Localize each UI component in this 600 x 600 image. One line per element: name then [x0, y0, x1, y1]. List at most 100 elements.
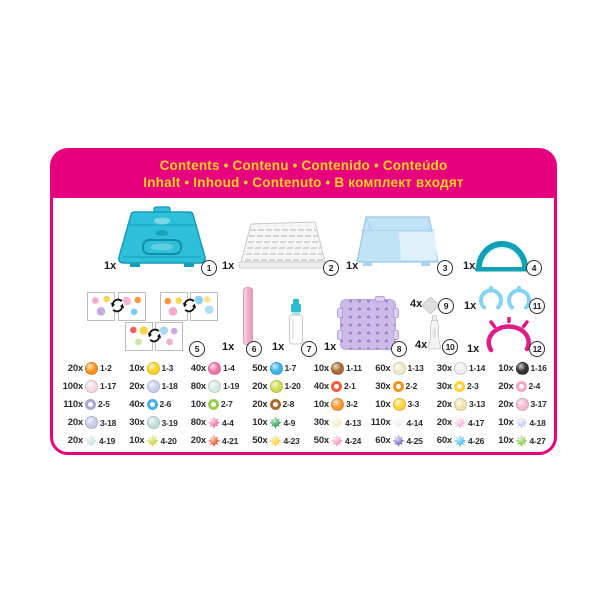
bead-entry: 10x 1-3 [120, 361, 182, 375]
bead-star-icon [515, 434, 528, 447]
bead-count: 10x [252, 417, 268, 429]
flip-arrows-icon [182, 298, 197, 313]
bead-count: 10x [129, 435, 145, 447]
bead-tray-graphic [238, 221, 328, 269]
bead-count: 30x [436, 380, 452, 392]
bead-entry: 30x 3-19 [120, 416, 182, 430]
bead-code: 1-20 [284, 381, 301, 392]
bead-entry: 10x 1-16 [489, 361, 551, 375]
bead-code: 4-24 [345, 435, 362, 446]
bead-count: 20x [436, 398, 452, 410]
carry-case-base-graphic [118, 206, 206, 267]
bead-entry: 10x 1-11 [304, 361, 366, 375]
bead-entry: 50x 1-7 [243, 361, 305, 375]
bead-count: 60x [436, 435, 452, 447]
item-1-number: 1 [201, 260, 217, 276]
bead-count: 10x [375, 398, 391, 410]
bead-star-icon [269, 434, 282, 447]
bead-round-icon [269, 379, 283, 393]
bead-count: 40x [313, 380, 329, 392]
bead-count: 30x [436, 362, 452, 374]
bead-code: 3-3 [407, 399, 420, 410]
bead-entry: 20x 1-20 [243, 379, 305, 393]
item-7-qty: 1x [272, 341, 285, 353]
bead-count: 40x [129, 398, 145, 410]
bead-count: 20x [67, 417, 83, 429]
bead-entry: 110x 4-14 [366, 416, 428, 429]
bead-count: 40x [190, 362, 206, 374]
bead-jewel-icon [85, 398, 96, 410]
bead-code: 1-3 [161, 363, 174, 374]
bead-count: 20x [190, 435, 206, 447]
bead-round-icon [454, 361, 467, 375]
stand-clip-graphic [428, 315, 441, 350]
header-line-2: Inhalt • Inhoud • Contenuto • В комплект… [143, 174, 464, 190]
arch-stand-graphic [475, 241, 529, 272]
template-sheet-3 [160, 292, 188, 321]
case-lid-graphic [356, 216, 439, 266]
pegboard-tab [337, 330, 343, 340]
item-4-number: 4 [526, 260, 542, 276]
bead-count: 80x [190, 417, 206, 429]
pegboard-tab [393, 308, 399, 318]
bead-count: 10x [498, 435, 514, 447]
bead-code: 4-26 [468, 435, 485, 446]
bead-code: 1-14 [469, 363, 486, 374]
bead-star-icon [454, 416, 466, 429]
bead-entry: 100x 1-17 [58, 379, 120, 393]
bead-count: 20x [498, 398, 514, 410]
bead-entry: 20x 4-17 [427, 416, 489, 429]
bead-code: 3-13 [469, 399, 486, 410]
item-9-number: 9 [438, 298, 454, 314]
bead-grid: 20x 1-2 10x 1-3 40x 1-4 50x 1-7 10x 1-11 60x 1-13 30… [58, 359, 550, 450]
bead-count: 20x [498, 380, 514, 392]
bead-entry: 10x 2-7 [181, 398, 243, 410]
bead-count: 30x [375, 380, 391, 392]
bead-entry: 20x 1-18 [120, 379, 182, 393]
bead-count: 20x [67, 435, 83, 447]
bead-entry: 40x 2-6 [120, 398, 182, 410]
bead-code: 1-16 [530, 363, 547, 374]
bead-star-icon [392, 434, 405, 447]
bead-count: 50x [313, 435, 329, 447]
bead-entry: 50x 4-23 [243, 434, 305, 447]
pink-ring-graphic [486, 317, 531, 353]
connector-graphic [421, 296, 440, 315]
bead-entry: 20x 2-4 [489, 380, 551, 392]
bead-star-icon [515, 416, 528, 429]
header-banner: Contents • Contenu • Contenido • Conteúd… [52, 150, 555, 198]
bead-code: 4-19 [99, 435, 116, 446]
bead-round-icon [331, 397, 344, 411]
bead-code: 4-27 [529, 435, 546, 446]
bead-entry: 60x 1-13 [366, 361, 428, 375]
bead-code: 2-5 [98, 399, 110, 410]
bead-entry: 30x 2-2 [366, 380, 428, 392]
bead-code: 2-4 [528, 381, 541, 392]
bead-jewel-icon [146, 398, 158, 410]
item-4-qty: 1x [463, 260, 476, 272]
bead-code: 4-25 [406, 435, 423, 446]
bead-count: 10x [313, 398, 329, 410]
bead-round-icon [208, 379, 221, 393]
bead-round-icon [85, 416, 98, 430]
bead-entry: 10x 4-20 [120, 434, 182, 447]
bead-count: 20x [252, 398, 268, 410]
bead-count: 10x [190, 398, 206, 410]
bead-count: 80x [190, 380, 206, 392]
bead-star-icon [208, 434, 220, 447]
bead-count: 20x [436, 417, 452, 429]
layout-tray-graphic [337, 296, 399, 350]
bead-code: 3-19 [161, 417, 178, 428]
bead-star-icon [85, 434, 97, 447]
item-2-qty: 1x [222, 260, 235, 272]
bead-entry: 20x 2-8 [243, 398, 305, 410]
bead-code: 2-6 [159, 399, 172, 410]
item-12-number: 12 [529, 341, 545, 357]
bead-entry: 30x 2-3 [427, 380, 489, 392]
bead-entry: 30x 4-13 [304, 416, 366, 429]
bead-count: 110x [370, 417, 391, 429]
bead-jewel-icon [392, 380, 404, 392]
item-3-qty: 1x [346, 260, 359, 272]
bead-code: 4-21 [222, 435, 239, 446]
